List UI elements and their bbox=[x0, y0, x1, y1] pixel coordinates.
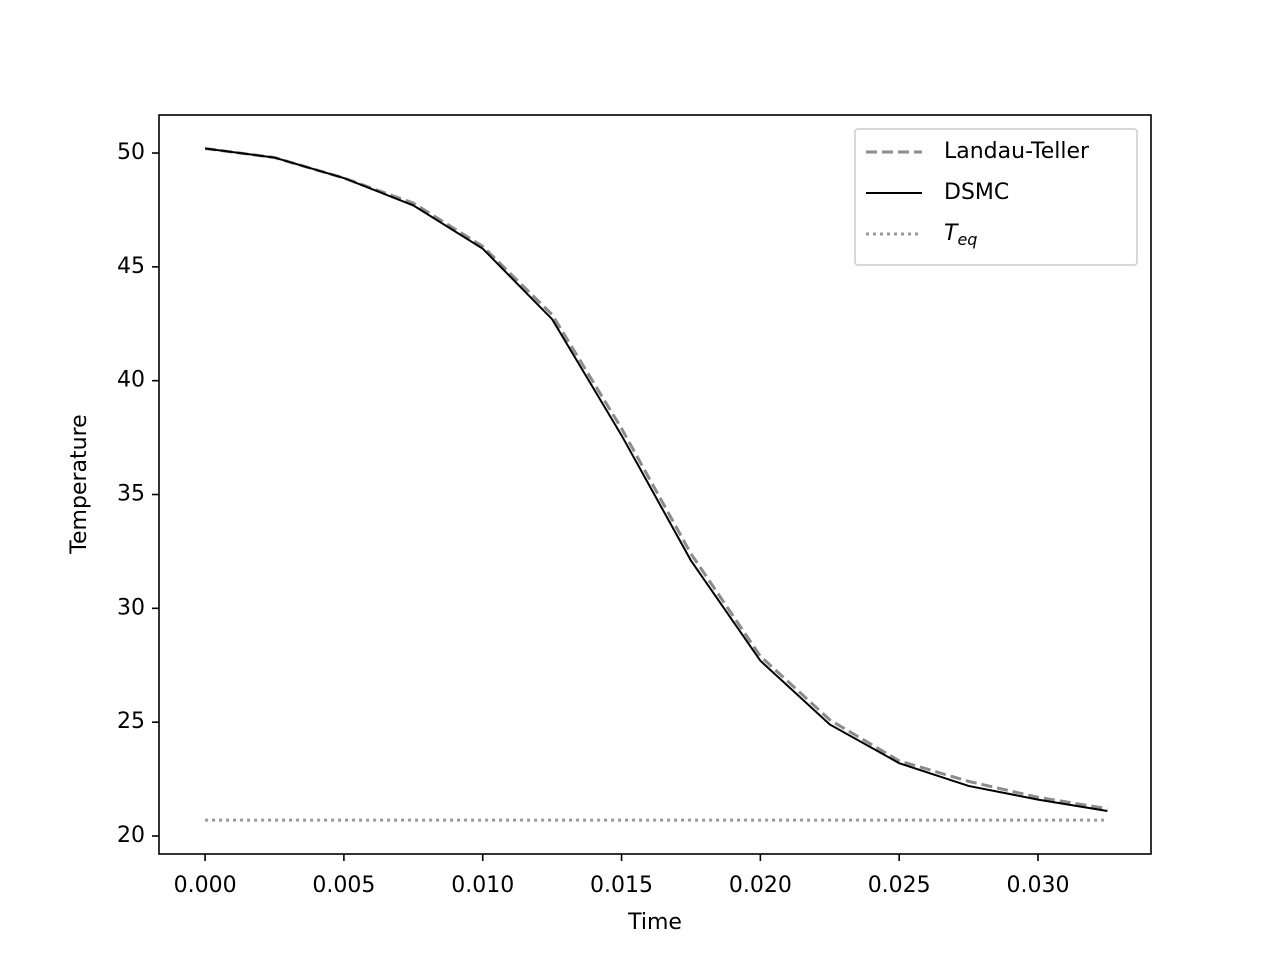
y-tick-label: 50 bbox=[117, 140, 145, 165]
x-tick-label: 0.005 bbox=[312, 873, 375, 898]
y-tick-label: 45 bbox=[117, 254, 145, 279]
legend-label-sub: eq bbox=[957, 230, 977, 249]
y-tick-label: 25 bbox=[117, 709, 145, 734]
legend-label: Landau-Teller bbox=[944, 139, 1090, 164]
y-tick-label: 40 bbox=[117, 368, 145, 393]
y-axis-label: Temperature bbox=[67, 414, 92, 554]
y-tick-label: 30 bbox=[117, 595, 145, 620]
legend-label: Teq bbox=[944, 221, 977, 249]
legend-label-main: T bbox=[944, 221, 959, 246]
x-tick-label: 0.015 bbox=[590, 873, 653, 898]
y-tick-label: 35 bbox=[117, 482, 145, 507]
x-tick-label: 0.030 bbox=[1007, 873, 1070, 898]
x-tick-label: 0.000 bbox=[174, 873, 237, 898]
x-tick-label: 0.025 bbox=[868, 873, 931, 898]
x-axis-label: Time bbox=[627, 910, 682, 935]
x-tick-label: 0.010 bbox=[451, 873, 514, 898]
legend-label: DSMC bbox=[944, 180, 1009, 205]
y-tick-label: 20 bbox=[117, 823, 145, 848]
legend-box bbox=[854, 128, 1138, 266]
plot-frame bbox=[158, 114, 1152, 855]
x-tick-label: 0.020 bbox=[729, 873, 792, 898]
series-line bbox=[204, 147, 1108, 812]
